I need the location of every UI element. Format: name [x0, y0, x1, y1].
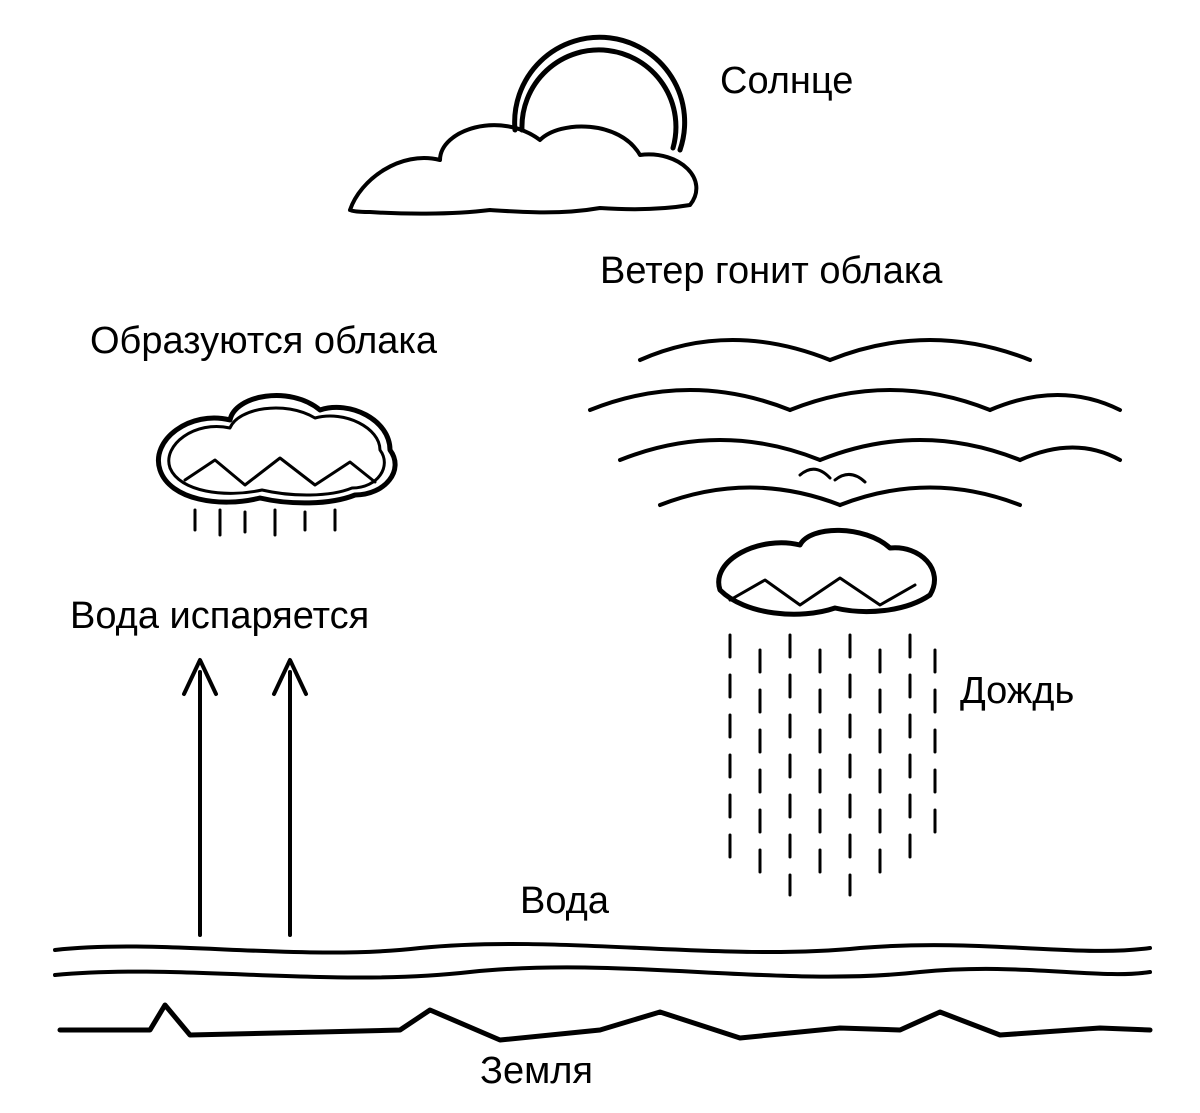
- sun-icon: [515, 37, 685, 150]
- label-clouds-form: Образуются облака: [90, 320, 437, 363]
- label-wind: Ветер гонит облака: [600, 250, 942, 293]
- forming-cloud-icon: [158, 396, 395, 503]
- label-sun: Солнце: [720, 60, 853, 103]
- top-cloud-icon: [350, 125, 696, 213]
- wind-clouds-icon: [590, 340, 1120, 505]
- water-cycle-diagram: Солнце Ветер гонит облака Образуются обл…: [0, 0, 1200, 1113]
- evaporation-arrows-icon: [184, 660, 306, 935]
- rain-icon: [730, 635, 935, 895]
- label-rain: Дождь: [960, 670, 1074, 713]
- earth-line-icon: [60, 1005, 1150, 1040]
- forming-cloud-drizzle: [195, 510, 335, 535]
- scene-svg: [0, 0, 1200, 1113]
- rain-cloud-icon: [719, 530, 935, 614]
- water-surface-icon: [55, 944, 1150, 978]
- label-evaporation: Вода испаряется: [70, 595, 369, 638]
- label-earth: Земля: [480, 1050, 593, 1093]
- label-water: Вода: [520, 880, 609, 923]
